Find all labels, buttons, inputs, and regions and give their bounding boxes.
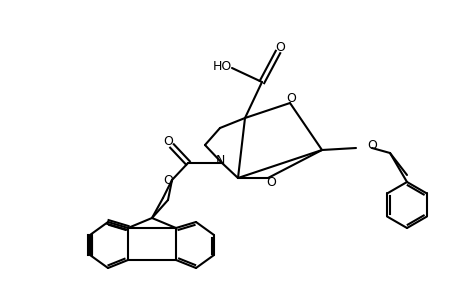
Text: O: O (274, 40, 284, 53)
Text: N: N (215, 154, 224, 166)
Text: O: O (162, 173, 173, 187)
Text: O: O (285, 92, 295, 104)
Text: O: O (162, 134, 173, 148)
Text: HO: HO (212, 59, 231, 73)
Text: O: O (265, 176, 275, 188)
Text: O: O (366, 139, 376, 152)
